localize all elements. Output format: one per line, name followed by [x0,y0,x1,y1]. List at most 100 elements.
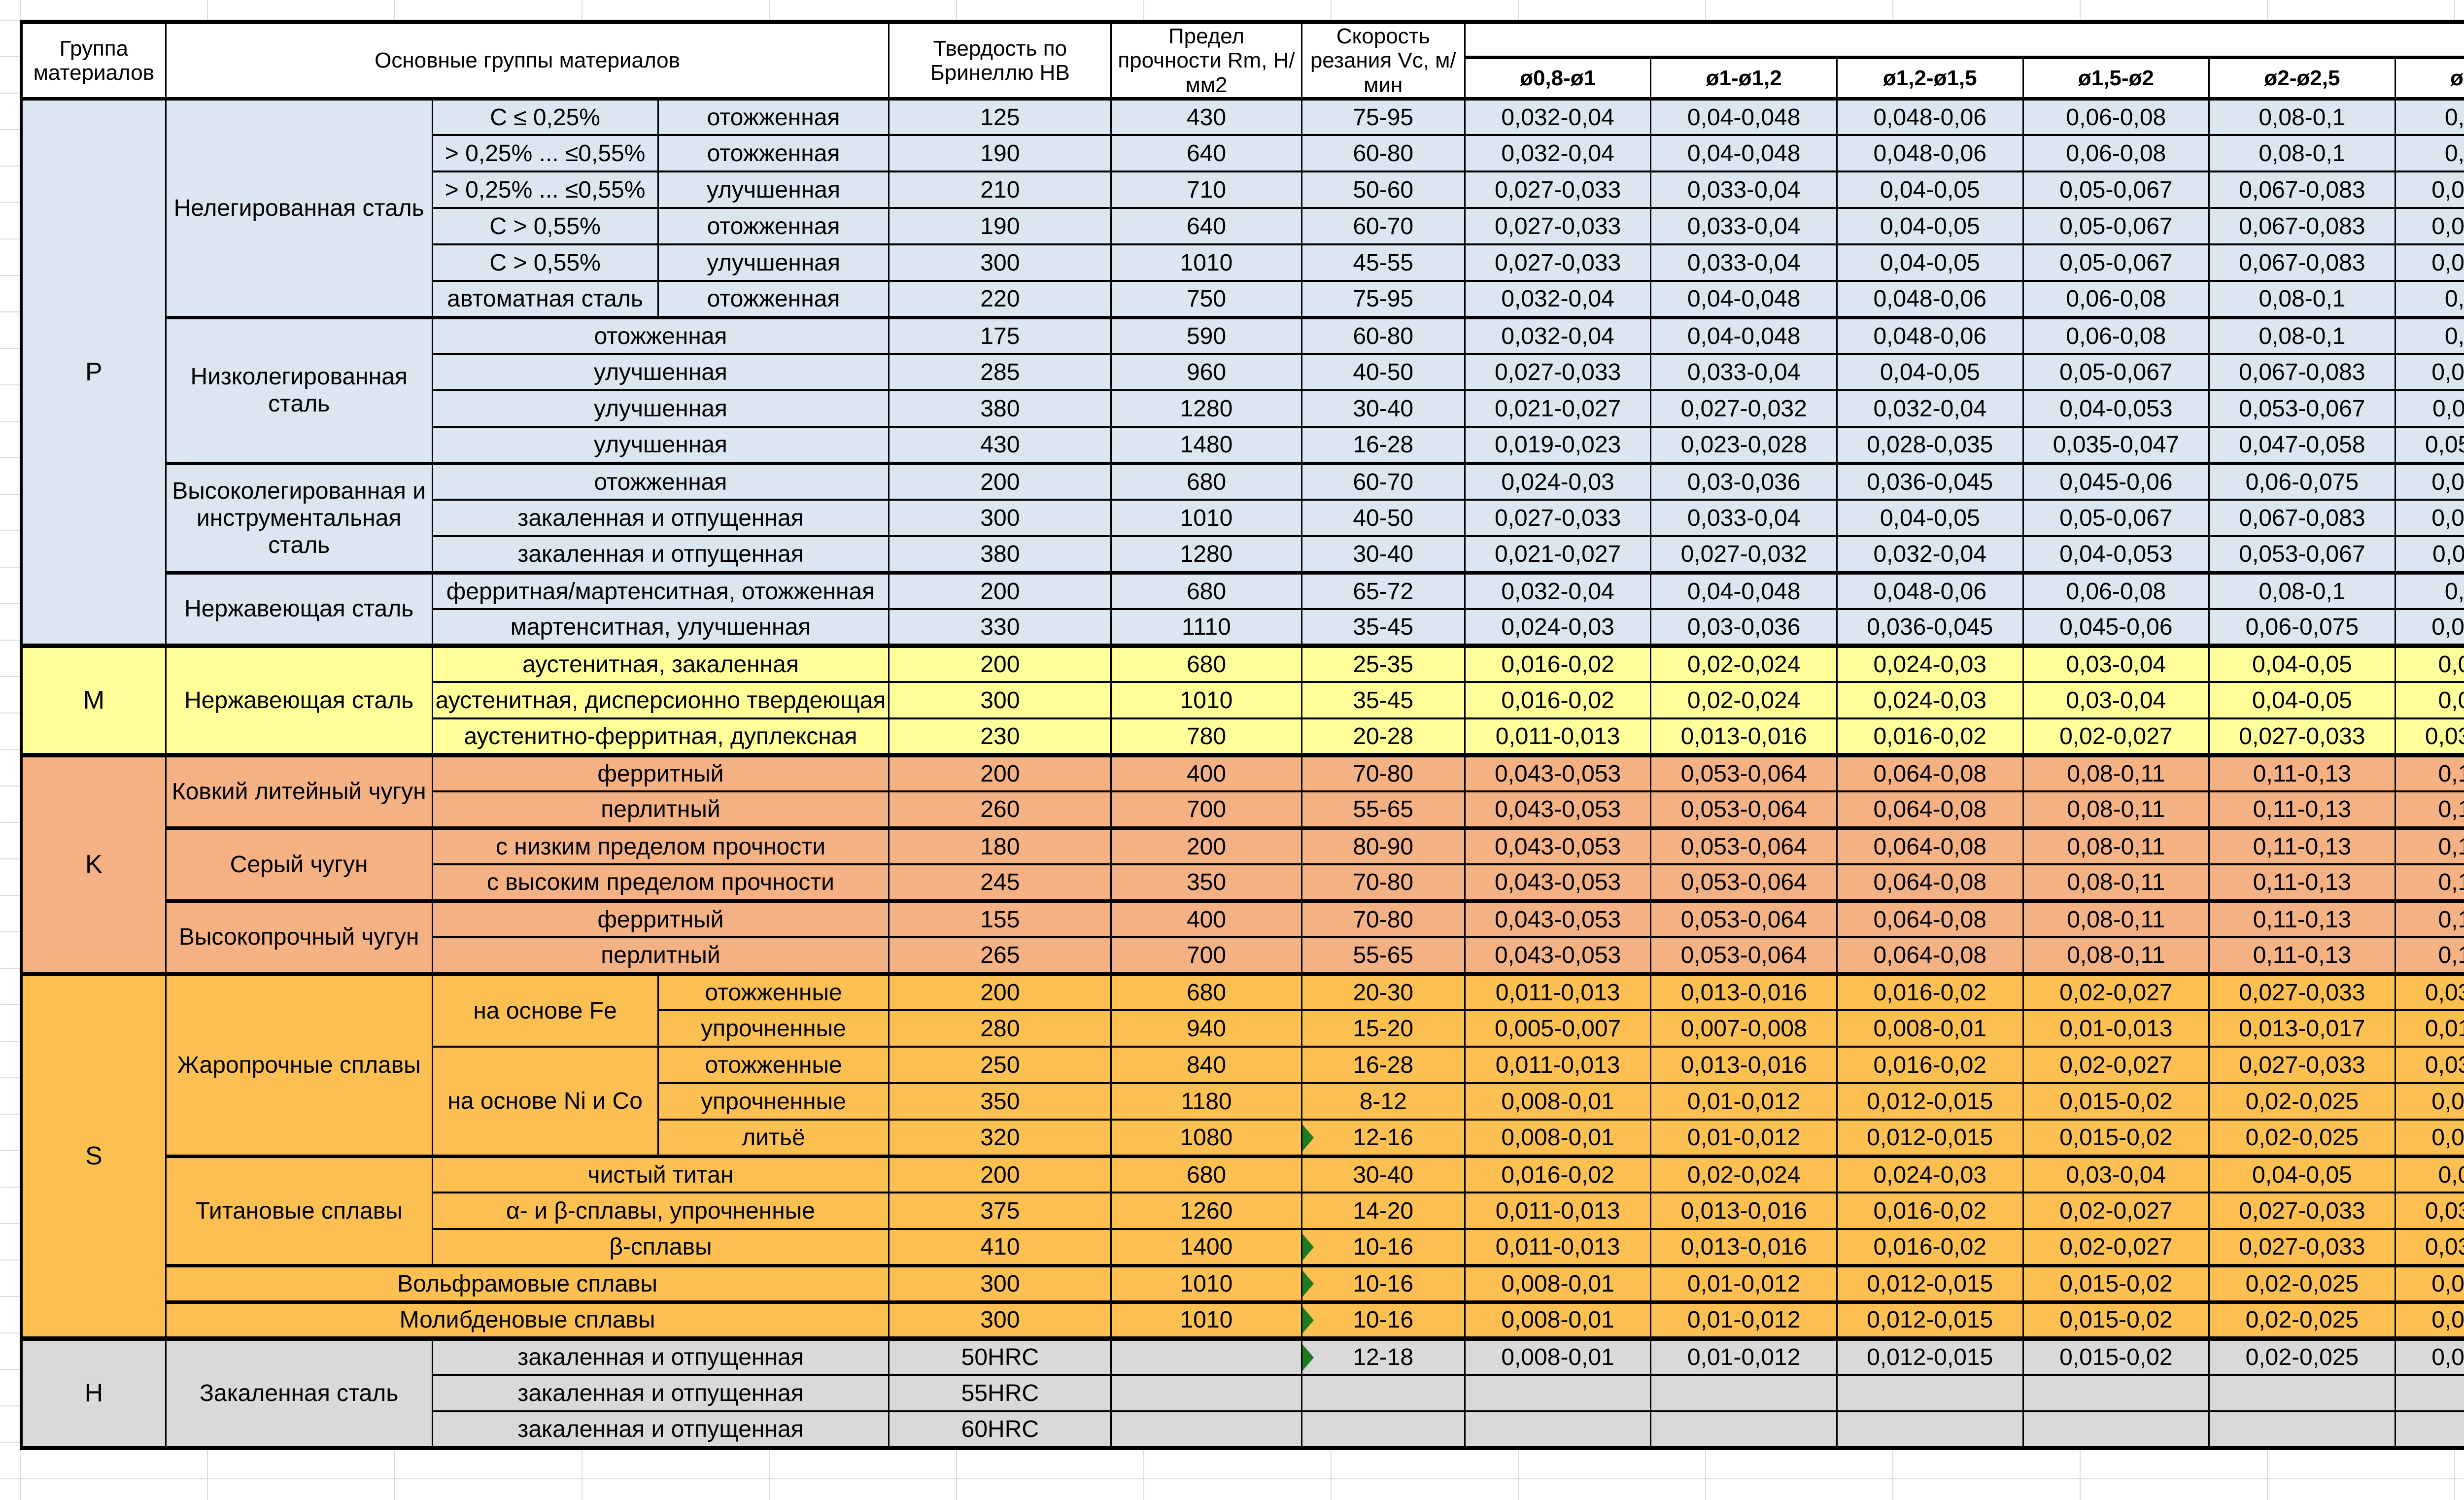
feed-col-header[interactable]: ø0,8-ø1 [1464,56,1652,101]
feed-value-cell[interactable]: 0,033-0,053 [2394,1046,2464,1085]
feed-col-header[interactable]: ø1,2-ø1,5 [1836,56,2024,101]
hardness-cell[interactable]: 430 [888,426,1112,465]
feed-value-cell[interactable]: 0,058-0,093 [2394,426,2464,465]
tensile-strength-cell[interactable]: 400 [1110,899,1302,939]
hardness-cell[interactable]: 200 [888,643,1112,683]
tensile-strength-cell[interactable] [1110,1374,1302,1413]
tensile-strength-cell[interactable] [1110,1336,1302,1376]
feed-value-cell[interactable]: 0,011-0,013 [1464,1192,1652,1230]
feed-value-cell[interactable]: 0,027-0,033 [1464,207,1652,246]
hardness-cell[interactable]: 155 [888,899,1112,939]
feed-value-cell[interactable]: 0,01-0,012 [1650,1119,1838,1158]
tensile-strength-cell[interactable]: 750 [1110,280,1302,319]
cutting-speed-cell[interactable]: 20-30 [1300,971,1466,1012]
feed-value-cell[interactable]: 0,06-0,08 [2022,134,2210,173]
feed-value-cell[interactable]: 0,08-0,1 [2208,571,2396,611]
feed-value-cell[interactable]: 0,04-0,05 [1836,353,2024,392]
feed-value-cell[interactable]: 0,04-0,05 [1836,499,2024,538]
feed-value-cell[interactable]: 0,067-0,083 [2208,353,2396,392]
feed-value-cell[interactable]: 0,033-0,04 [1650,207,1838,246]
feed-value-cell[interactable]: 0,043-0,053 [1464,899,1652,939]
state-cell[interactable]: с высоким пределом прочности [431,863,890,902]
cutting-speed-cell[interactable]: 70-80 [1300,863,1466,902]
feed-value-cell[interactable]: 0,11-0,13 [2208,752,2396,793]
hardness-cell[interactable]: 200 [888,571,1112,611]
state-cell[interactable]: перлитный [431,936,890,975]
hardness-cell[interactable]: 300 [888,1300,1112,1340]
feed-value-cell[interactable]: 0,013-0,016 [1650,1192,1838,1230]
submaterial-cell[interactable]: > 0,25% ... ≤0,55% [431,170,659,209]
cutting-speed-cell[interactable]: 25-35 [1300,643,1466,683]
hardness-cell[interactable]: 280 [888,1009,1112,1048]
submaterial-cell[interactable]: на основе Fe [431,971,659,1048]
cutting-speed-cell[interactable]: 50-60 [1300,170,1466,209]
feed-value-cell[interactable]: 0,05-0,067 [2022,353,2210,392]
tensile-strength-cell[interactable]: 640 [1110,207,1302,246]
hardness-cell[interactable]: 190 [888,134,1112,173]
feed-value-cell[interactable]: 0,036-0,045 [1836,461,2024,501]
feed-value-cell[interactable]: 0,064-0,08 [1836,863,2024,902]
feed-value-cell[interactable]: 0,067-0,11 [2394,389,2464,428]
tensile-strength-cell[interactable]: 700 [1110,790,1302,829]
feed-value-cell[interactable]: 0,05-0,067 [2022,243,2210,282]
hardness-cell[interactable]: 190 [888,207,1112,246]
hardness-cell[interactable]: 60HRC [888,1410,1112,1450]
cutting-speed-cell[interactable]: 10-16 [1300,1263,1466,1303]
feed-value-cell[interactable]: 0,04-0,05 [1836,207,2024,246]
feed-value-cell[interactable]: 0,11-0,13 [2208,863,2396,902]
tensile-strength-cell[interactable]: 1010 [1110,681,1302,720]
group-code-cell[interactable]: K [20,752,167,975]
feed-value-cell[interactable]: 0,04-0,048 [1650,315,1838,355]
feed-value-cell[interactable]: 0,1-0,16 [2394,134,2464,173]
cutting-speed-cell[interactable]: 70-80 [1300,899,1466,939]
feed-value-cell[interactable]: 0,13-0,21 [2394,826,2464,866]
tensile-strength-cell[interactable]: 1010 [1110,499,1302,538]
cutting-speed-cell[interactable]: 70-80 [1300,752,1466,793]
state-cell[interactable]: улучшенная [431,353,890,392]
header-feed[interactable]: Подача Fn, мм/об [1464,21,2464,59]
feed-value-cell[interactable]: 0,015-0,02 [2022,1082,2210,1121]
feed-value-cell[interactable]: 0,04-0,053 [2022,389,2210,428]
feed-value-cell[interactable]: 0,021-0,027 [1464,389,1652,428]
feed-value-cell[interactable]: 0,06-0,08 [2022,571,2210,611]
cutting-speed-cell[interactable]: 40-50 [1300,353,1466,392]
material-cell[interactable]: Титановые сплавы [165,1154,433,1267]
feed-col-header[interactable]: ø1-ø1,2 [1650,56,1838,101]
feed-value-cell[interactable]: 0,027-0,033 [2208,717,2396,756]
hardness-cell[interactable]: 300 [888,499,1112,538]
feed-value-cell[interactable]: 0,08-0,11 [2022,790,2210,829]
feed-value-cell[interactable]: 0,08-0,1 [2208,134,2396,173]
cutting-speed-cell[interactable]: 60-80 [1300,315,1466,355]
tensile-strength-cell[interactable]: 680 [1110,1154,1302,1194]
tensile-strength-cell[interactable]: 350 [1110,863,1302,902]
cutting-speed-cell[interactable] [1300,1374,1466,1413]
feed-value-cell[interactable]: 0,023-0,028 [1650,426,1838,465]
state-cell[interactable]: отожженные [657,1046,890,1085]
feed-value-cell[interactable]: 0,11-0,13 [2208,899,2396,939]
header-main-material-groups[interactable]: Основные группы материалов [165,21,890,101]
tensile-strength-cell[interactable]: 1400 [1110,1228,1302,1267]
state-cell[interactable]: отожженная [431,315,890,355]
feed-value-cell[interactable]: 0,083-0,13 [2394,499,2464,538]
feed-value-cell[interactable] [2394,1374,2464,1413]
feed-value-cell[interactable]: 0,02-0,024 [1650,643,1838,683]
feed-value-cell[interactable]: 0,064-0,08 [1836,899,2024,939]
feed-value-cell[interactable]: 0,015-0,02 [2022,1263,2210,1303]
feed-value-cell[interactable]: 0,03-0,04 [2022,1154,2210,1194]
cutting-speed-cell[interactable]: 15-20 [1300,1009,1466,1048]
feed-value-cell[interactable]: 0,064-0,08 [1836,826,2024,866]
feed-value-cell[interactable]: 0,027-0,033 [1464,243,1652,282]
tensile-strength-cell[interactable]: 700 [1110,936,1302,975]
feed-value-cell[interactable]: 0,008-0,01 [1464,1082,1652,1121]
material-cell[interactable]: Молибденовые сплавы [165,1300,890,1340]
feed-value-cell[interactable]: 0,025-0,04 [2394,1263,2464,1303]
hardness-cell[interactable]: 175 [888,315,1112,355]
feed-value-cell[interactable]: 0,06-0,08 [2022,315,2210,355]
feed-value-cell[interactable]: 0,027-0,032 [1650,389,1838,428]
feed-value-cell[interactable]: 0,075-0,12 [2394,461,2464,501]
tensile-strength-cell[interactable]: 1080 [1110,1119,1302,1158]
submaterial-cell[interactable]: C > 0,55% [431,207,659,246]
feed-value-cell[interactable]: 0,013-0,016 [1650,1046,1838,1085]
hardness-cell[interactable]: 50HRC [888,1336,1112,1376]
feed-value-cell[interactable]: 0,013-0,016 [1650,971,1838,1012]
